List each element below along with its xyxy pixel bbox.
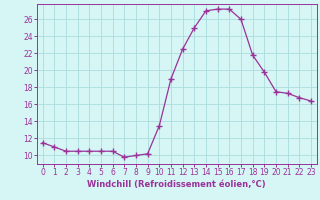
X-axis label: Windchill (Refroidissement éolien,°C): Windchill (Refroidissement éolien,°C) <box>87 180 266 189</box>
